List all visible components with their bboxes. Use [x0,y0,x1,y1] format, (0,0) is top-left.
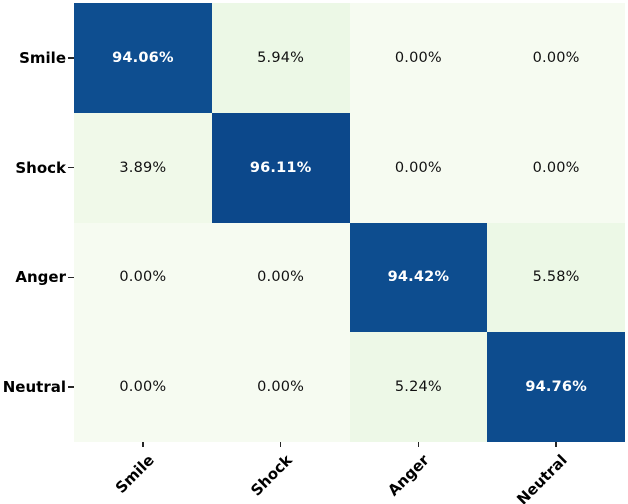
matrix-cell-neutral-shock: 0.00% [211,332,350,442]
matrix-cell-value: 0.00% [532,49,580,66]
matrix-cell-neutral-anger: 5.24% [349,332,488,442]
matrix-cell-value: 0.00% [257,379,305,396]
x-tick-mark [142,442,144,447]
y-tick-label-neutral: Neutral [2,378,66,397]
x-tick-mark [555,442,557,447]
y-tick-label-anger: Anger [15,268,66,287]
matrix-cell-shock-anger: 0.00% [349,112,488,223]
x-tick-label-anger: Anger [384,451,434,500]
matrix-cell-anger-shock: 0.00% [211,222,350,333]
matrix-cell-value: 5.24% [394,379,442,396]
matrix-cell-anger-neutral: 5.58% [487,222,625,333]
matrix-cell-shock-shock: 96.11% [211,112,350,223]
y-tick-label-smile: Smile [19,48,66,67]
x-tick-label-neutral: Neutral [513,451,571,504]
y-tick-mark [68,386,74,388]
matrix-cell-smile-neutral: 0.00% [487,3,625,113]
matrix-cell-shock-smile: 3.89% [74,112,212,223]
confusion-matrix-grid: 94.06% 5.94% 0.00% 0.00% 3.89% 96.11% 0.00% 0.0… [74,3,625,442]
matrix-cell-value: 5.94% [257,49,305,66]
matrix-cell-value: 0.00% [119,379,167,396]
matrix-cell-value: 94.76% [525,379,587,396]
matrix-cell-smile-shock: 5.94% [211,3,350,113]
matrix-cell-smile-anger: 0.00% [349,3,488,113]
matrix-cell-neutral-neutral: 94.76% [487,332,625,442]
matrix-cell-neutral-smile: 0.00% [74,332,212,442]
matrix-cell-value: 94.06% [112,49,174,66]
y-tick-mark [68,57,74,59]
matrix-cell-value: 0.00% [257,269,305,286]
matrix-cell-value: 0.00% [394,159,442,176]
matrix-cell-value: 3.89% [119,159,167,176]
y-tick-label-shock: Shock [15,158,66,177]
matrix-cell-value: 96.11% [249,159,312,176]
matrix-cell-smile-smile: 94.06% [74,3,212,113]
matrix-cell-shock-neutral: 0.00% [487,112,625,223]
x-tick-mark [417,442,420,447]
matrix-cell-value: 0.00% [119,269,167,286]
matrix-cell-anger-smile: 0.00% [74,222,212,333]
x-tick-label-smile: Smile [111,451,158,497]
matrix-cell-anger-anger: 94.42% [349,222,488,333]
y-tick-mark [68,166,74,169]
matrix-cell-value: 5.58% [532,269,580,286]
matrix-cell-value: 0.00% [532,159,580,176]
x-tick-mark [279,442,282,447]
matrix-cell-value: 94.42% [387,269,450,286]
x-tick-label-shock: Shock [246,451,296,500]
matrix-cell-value: 0.00% [394,49,442,66]
y-tick-mark [68,276,74,279]
